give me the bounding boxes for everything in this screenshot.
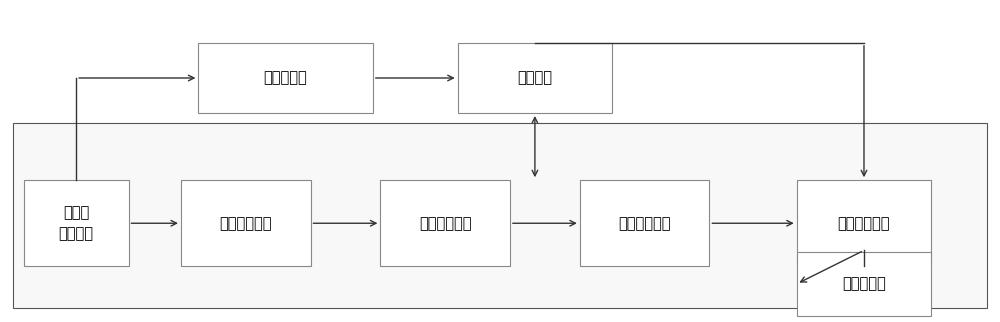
Text: 终端数据库: 终端数据库: [842, 276, 886, 291]
Bar: [458, 43, 612, 113]
Text: 图像处理模块: 图像处理模块: [419, 216, 471, 231]
Bar: [198, 43, 373, 113]
Text: 终端显示设备: 终端显示设备: [838, 216, 890, 231]
Text: 主控制器: 主控制器: [517, 71, 552, 86]
Text: 图像采集模块: 图像采集模块: [219, 216, 272, 231]
Bar: [24, 180, 129, 266]
Bar: [797, 252, 931, 316]
Text: 湿度传感器: 湿度传感器: [264, 71, 307, 86]
Bar: [13, 123, 987, 308]
Bar: [580, 180, 709, 266]
Bar: [181, 180, 311, 266]
Text: 分析诊断模块: 分析诊断模块: [618, 216, 671, 231]
Bar: [797, 180, 931, 266]
Bar: [380, 180, 510, 266]
Text: 可视化
燃料电池: 可视化 燃料电池: [59, 205, 94, 241]
